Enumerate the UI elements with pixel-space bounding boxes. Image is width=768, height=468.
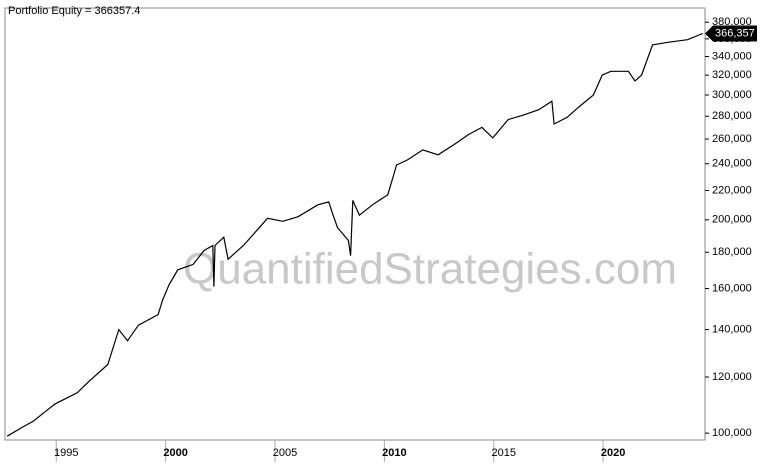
plot-frame: [4, 7, 706, 441]
x-tick-label: 2015: [492, 447, 516, 459]
y-tick-label: 160,000: [712, 282, 752, 294]
watermark: QuantifiedStrategies.com: [183, 245, 677, 294]
y-tick-label: 320,000: [712, 69, 752, 81]
y-tick-label: 140,000: [712, 323, 752, 335]
chart-title: Portfolio Equity = 366357.4: [8, 5, 140, 17]
y-tick-label: 340,000: [712, 50, 752, 62]
y-tick-label: 220,000: [712, 184, 752, 196]
last-value-label: 366,357: [715, 27, 755, 39]
x-tick-label: 1995: [54, 447, 78, 459]
y-tick-label: 240,000: [712, 158, 752, 170]
y-tick-label: 180,000: [712, 246, 752, 258]
equity-line: [6, 32, 704, 437]
x-tick-label: 2010: [382, 447, 406, 459]
y-tick-label: 280,000: [712, 110, 752, 122]
x-tick-label: 2020: [601, 447, 625, 459]
y-tick-label: 200,000: [712, 214, 752, 226]
y-tick-label: 100,000: [712, 427, 752, 439]
x-tick-label: 2005: [273, 447, 297, 459]
x-tick-label: 2000: [163, 447, 187, 459]
y-tick-label: 120,000: [712, 371, 752, 383]
y-tick-label: 380,000: [712, 16, 752, 28]
y-tick-label: 300,000: [712, 89, 752, 101]
y-tick-label: 260,000: [712, 133, 752, 145]
last-value-marker: [705, 25, 757, 42]
